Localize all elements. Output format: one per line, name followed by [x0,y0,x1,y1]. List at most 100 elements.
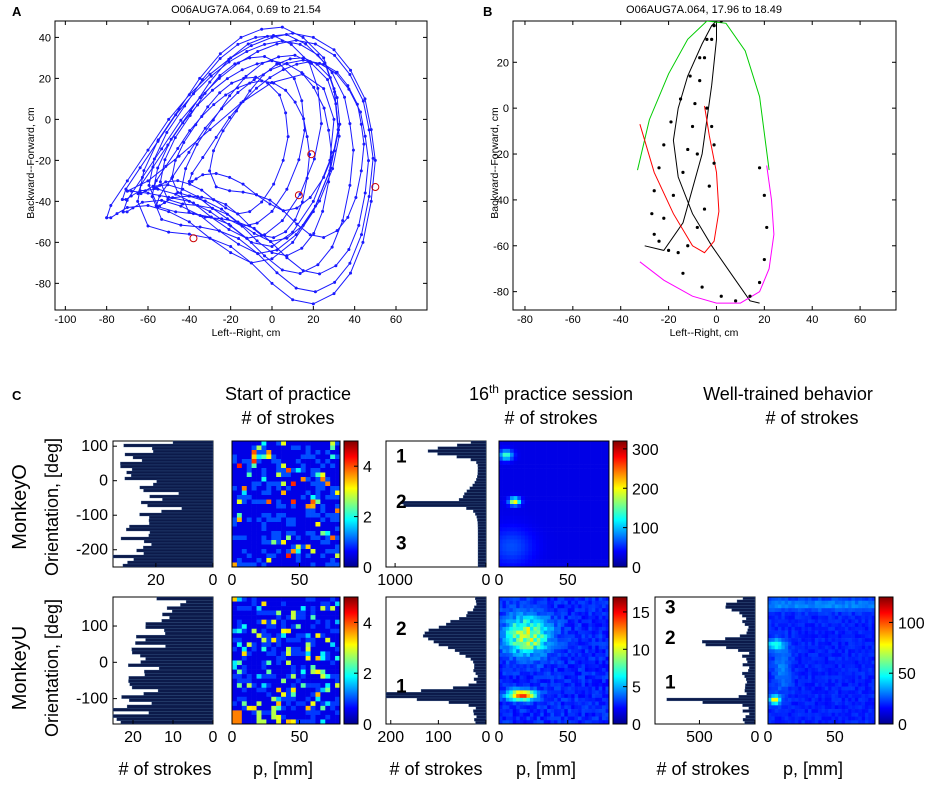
heatmap-cell [536,626,541,631]
heatmap-cell [261,468,267,473]
heatmap-cell [499,535,503,540]
heatmap-cell [546,500,551,505]
heatmap-cell [305,601,311,607]
heatmap-cell [499,468,503,473]
heatmap-cell [588,649,593,654]
heatmap-cell [506,452,511,458]
heatmap-cell [561,531,566,536]
heatmap-cell [605,611,610,616]
heatmap-cell [529,645,534,650]
heatmap-cell [290,562,297,568]
heatmap-cell [576,527,580,532]
heatmap-cell [286,499,292,505]
heatmap-cell [300,606,306,611]
heatmap-cell [554,638,558,643]
heatmap-cell [824,600,829,605]
histogram-bar [126,527,214,532]
heatmap-cell [588,645,593,650]
heatmap-cell [771,664,775,669]
heatmap-cell [523,653,527,658]
heatmap-cell [565,523,569,528]
heatmap-cell [310,683,316,689]
heatmap-cell [768,634,772,639]
heatmap-cell [557,551,562,556]
heatmap-cell [543,597,548,602]
heatmap-cell [605,697,610,702]
heatmap-cell [251,665,257,670]
heatmap-cell [276,553,282,559]
heatmap-cell [858,597,862,602]
heatmap-cell [510,543,514,548]
histogram: 500 0 [654,596,760,746]
heatmap-cell [335,687,341,693]
heatmap-cell [601,488,606,493]
histogram-bar [151,701,214,706]
x-tick-label: 0 [269,314,275,326]
heatmap-cell [505,690,510,695]
heatmap-cell [554,468,558,473]
series-point [165,131,169,135]
heatmap-cell [300,696,306,702]
heatmap-cell [561,492,566,497]
heatmap-cell [295,683,302,689]
hist-x-tick-label: 500 [686,729,713,746]
heatmap-cell [854,679,859,684]
heatmap-cell [794,679,799,684]
heatmap-cell [532,476,536,481]
heatmap-cell [290,499,297,505]
series-point [318,272,322,276]
heatmap-cell [588,623,593,628]
series-point [208,169,212,173]
heatmap-cell [568,500,573,505]
heatmap-cell [598,492,602,497]
heatmap-cell [300,531,306,536]
heatmap-cell [554,667,558,673]
heatmap-cell [576,448,580,454]
heatmap-cell [300,674,306,679]
heatmap-cell [528,448,533,454]
heatmap-cell [584,653,589,658]
heatmap-cell [261,687,267,693]
heatmap-cell [841,600,846,605]
heatmap-cell [232,683,238,689]
heatmap-cell [543,619,548,624]
heatmap-cell [517,547,522,552]
heatmap-cell [778,619,782,624]
heatmap-cell [295,445,302,451]
heatmap-cell [286,517,292,523]
heatmap-cell [335,459,341,464]
heatmap-cell [315,610,321,616]
heatmap-cell [554,539,558,544]
series-point [225,77,229,81]
series-point [125,179,129,183]
heatmap-cell [568,476,573,481]
heatmap-cell [811,623,816,628]
heatmap-cell [325,655,331,661]
heatmap-cell [505,630,510,635]
heatmap-cell [801,664,806,669]
heatmap-cell [533,634,538,639]
heatmap-cell [540,675,544,680]
heatmap-cell [854,630,859,635]
heatmap-cell [583,464,588,469]
series-point [351,148,355,152]
heatmap-cell [502,496,507,501]
data-point [671,193,675,197]
series-point [196,103,200,107]
heat-x-tick-label: 0 [495,572,504,589]
histogram-bar [456,443,487,447]
heatmap-cell [276,481,282,487]
heatmap-cell [572,464,577,469]
heatmap-cell [547,679,551,684]
heatmap-cell [588,638,593,643]
heatmap-cell [824,675,829,680]
heatmap-cell [335,678,341,684]
heatmap-cell [532,511,536,517]
series-point [228,175,232,179]
heatmap-cell [266,642,272,648]
heatmap-cell [602,645,606,650]
heatmap-cell [854,608,859,613]
heatmap-cell [574,623,579,628]
heatmap-cell [502,611,507,616]
heatmap-cell [315,674,321,679]
